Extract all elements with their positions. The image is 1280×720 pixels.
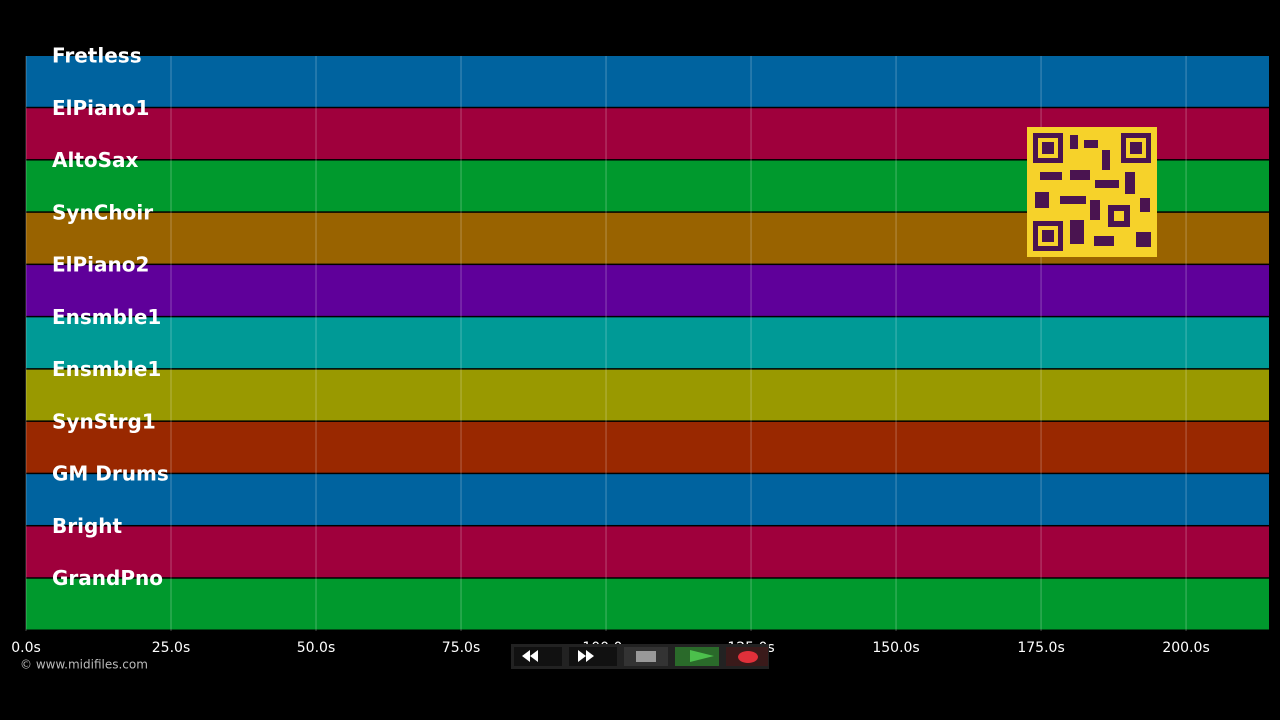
track-label: Ensmble1	[52, 357, 161, 381]
track-label: ElPiano2	[52, 253, 149, 277]
track-band	[26, 526, 1269, 578]
track-band	[26, 265, 1269, 316]
grid	[25, 56, 1187, 631]
x-tick-label: 25.0s	[152, 640, 190, 656]
track-label: Bright	[52, 514, 123, 538]
track-label: ElPiano1	[52, 96, 149, 120]
track-label: SynStrg1	[52, 409, 156, 433]
track-label: GM Drums	[52, 462, 169, 486]
track-label: AltoSax	[52, 148, 139, 172]
track-label: Fretless	[52, 44, 142, 68]
track-band	[26, 578, 1269, 630]
x-tick-label: 75.0s	[442, 640, 480, 656]
track-band	[26, 317, 1269, 369]
track-band	[26, 474, 1269, 525]
track-labels: Fretless ElPiano1 AltoSax SynChoir ElPiano2 E…	[52, 44, 169, 591]
playback-controls	[511, 644, 769, 669]
footer: © www.midifiles.com	[20, 658, 148, 672]
x-tick-label: 200.0s	[1162, 640, 1209, 656]
track-band	[26, 369, 1269, 421]
x-tick-label: 0.0s	[11, 640, 41, 656]
record-button[interactable]	[726, 647, 768, 666]
play-button[interactable]	[675, 647, 719, 666]
stop-button[interactable]	[624, 647, 668, 666]
track-band	[26, 421, 1269, 473]
x-tick-label: 50.0s	[297, 640, 335, 656]
track-label: Ensmble1	[52, 305, 161, 329]
x-tick-label: 175.0s	[1017, 640, 1064, 656]
track-band	[26, 56, 1269, 107]
track-label: GrandPno	[52, 566, 163, 590]
rewind-button[interactable]	[514, 647, 562, 666]
qr-code	[1027, 127, 1157, 257]
fast-forward-button[interactable]	[569, 647, 617, 666]
track-label: SynChoir	[52, 200, 153, 224]
x-tick-label: 150.0s	[872, 640, 919, 656]
